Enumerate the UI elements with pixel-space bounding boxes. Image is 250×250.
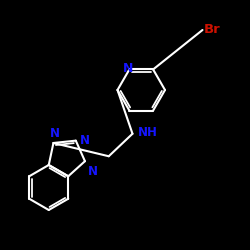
Text: N: N xyxy=(50,127,60,140)
Text: N: N xyxy=(123,62,133,75)
Text: NH: NH xyxy=(138,126,158,139)
Text: N: N xyxy=(88,165,98,178)
Text: N: N xyxy=(80,134,90,147)
Text: Br: Br xyxy=(204,23,220,36)
